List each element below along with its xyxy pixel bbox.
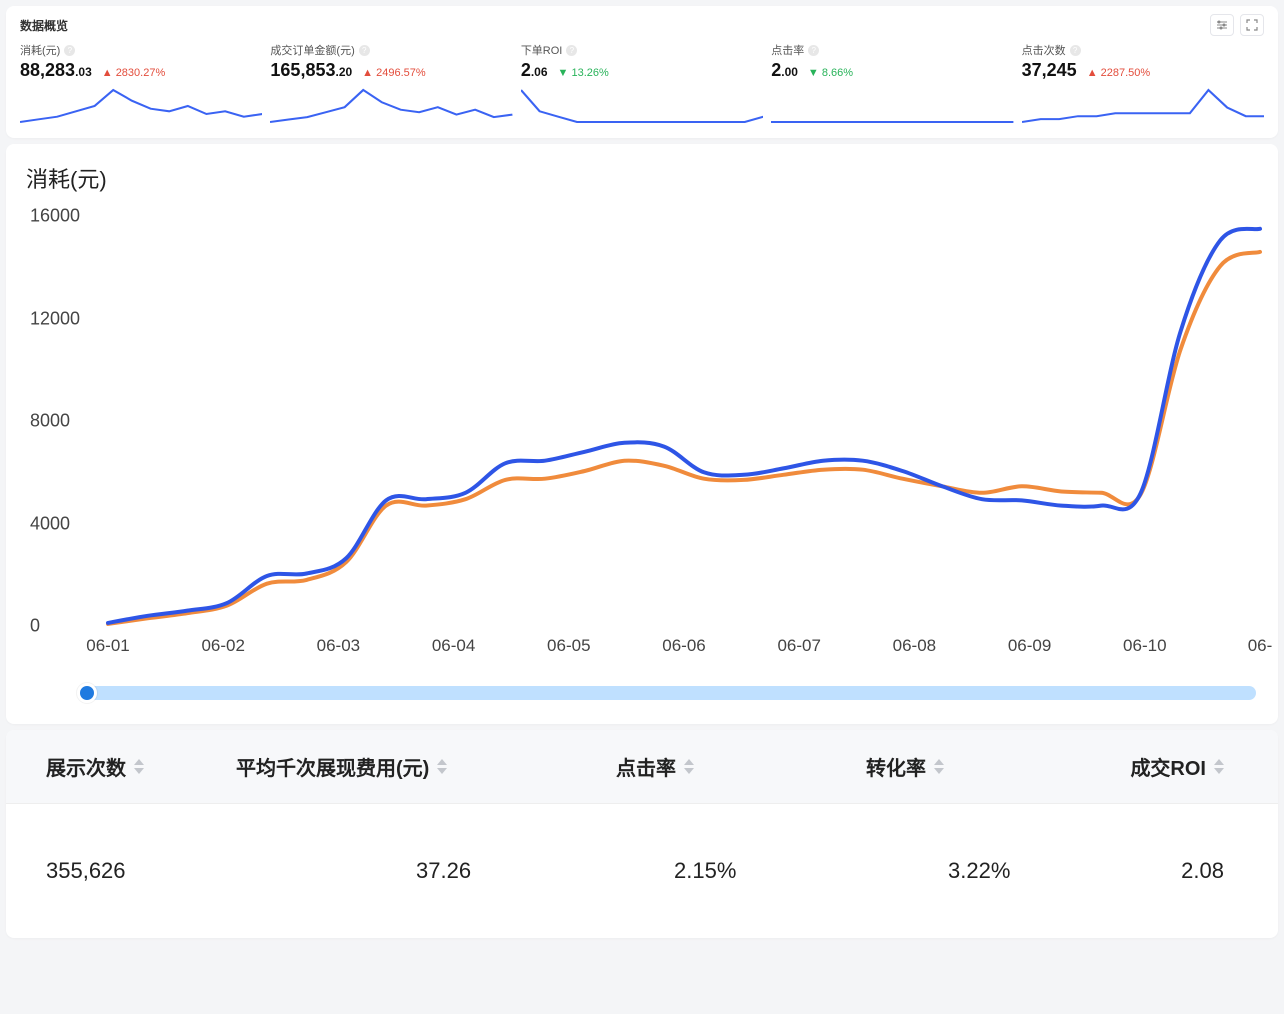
summary-table: 展示次数 平均千次展现费用(元) 点击率 转化率 成交ROI 355,626 3… (6, 730, 1278, 938)
sparkline (521, 87, 763, 125)
table-header: 展示次数 平均千次展现费用(元) 点击率 转化率 成交ROI (6, 730, 1278, 804)
th-impressions[interactable]: 展示次数 (26, 752, 236, 781)
metric-value: 2.06 (521, 60, 548, 81)
th-ctr[interactable]: 点击率 (616, 752, 866, 781)
metric-tile[interactable]: 点击率? 2.00 ▼ 8.66% (771, 42, 1013, 128)
metric-tile[interactable]: 点击次数? 37,245 ▲ 2287.50% (1022, 42, 1264, 128)
info-icon[interactable]: ? (1070, 45, 1081, 56)
metric-delta: ▲ 2496.57% (362, 67, 426, 79)
metric-value: 88,283.03 (20, 60, 92, 81)
info-icon[interactable]: ? (64, 45, 75, 56)
th-roi[interactable]: 成交ROI (1116, 752, 1258, 781)
metric-delta: ▲ 2830.27% (102, 67, 166, 79)
th-label: 成交ROI (1130, 752, 1206, 781)
overview-actions (1210, 14, 1264, 36)
th-cpm[interactable]: 平均千次展现费用(元) (236, 752, 616, 781)
th-cvr[interactable]: 转化率 (866, 752, 1116, 781)
metric-label: 成交订单金额(元)? (270, 42, 512, 58)
metric-label: 下单ROI? (521, 42, 763, 58)
metric-delta: ▼ 8.66% (808, 67, 853, 79)
th-label: 平均千次展现费用(元) (236, 752, 429, 781)
sparkline (270, 87, 512, 125)
th-label: 转化率 (866, 752, 926, 781)
metric-tile[interactable]: 消耗(元)? 88,283.03 ▲ 2830.27% (20, 42, 262, 128)
metric-value: 2.00 (771, 60, 798, 81)
overview-card: 数据概览 消耗(元)? 88,283.03 ▲ 2830.27% 成交订单金额(元)?… (6, 6, 1278, 138)
cell-ctr: 2.15% (616, 858, 866, 884)
cell-roi: 2.08 (1116, 858, 1258, 884)
th-label: 展示次数 (46, 752, 126, 781)
cell-impressions: 355,626 (26, 858, 236, 884)
metric-value: 37,245 (1022, 60, 1077, 81)
metric-label: 点击率? (771, 42, 1013, 58)
metric-value: 165,853.20 (270, 60, 352, 81)
metric-delta: ▲ 2287.50% (1087, 67, 1151, 79)
chart-series-line (108, 229, 1260, 623)
metric-label: 点击次数? (1022, 42, 1264, 58)
sort-icon[interactable] (134, 759, 144, 774)
sparkline (20, 87, 262, 125)
cell-cvr: 3.22% (866, 858, 1116, 884)
settings-icon[interactable] (1210, 14, 1234, 36)
metric-tile[interactable]: 成交订单金额(元)? 165,853.20 ▲ 2496.57% (270, 42, 512, 128)
fullscreen-icon[interactable] (1240, 14, 1264, 36)
sort-icon[interactable] (684, 759, 694, 774)
sort-icon[interactable] (934, 759, 944, 774)
info-icon[interactable]: ? (359, 45, 370, 56)
cell-cpm: 37.26 (236, 858, 616, 884)
info-icon[interactable]: ? (808, 45, 819, 56)
sparkline (1022, 87, 1264, 125)
sparkline (771, 87, 1013, 125)
th-label: 点击率 (616, 752, 676, 781)
chart-svg (16, 200, 1268, 660)
chart-plot-area: 040008000120001600006-0106-0206-0306-040… (16, 200, 1268, 660)
table-row: 355,626 37.26 2.15% 3.22% 2.08 (6, 804, 1278, 938)
metric-tile[interactable]: 下单ROI? 2.06 ▼ 13.26% (521, 42, 763, 128)
slider-handle[interactable] (77, 683, 97, 703)
sort-icon[interactable] (437, 759, 447, 774)
metric-label: 消耗(元)? (20, 42, 262, 58)
metrics-row: 消耗(元)? 88,283.03 ▲ 2830.27% 成交订单金额(元)? 165,8… (20, 42, 1264, 128)
metric-delta: ▼ 13.26% (558, 67, 609, 79)
overview-title: 数据概览 (20, 17, 68, 34)
chart-series-line (108, 252, 1260, 624)
chart-card: 消耗(元) 040008000120001600006-0106-0206-03… (6, 144, 1278, 724)
sort-icon[interactable] (1214, 759, 1224, 774)
info-icon[interactable]: ? (566, 45, 577, 56)
chart-range-slider[interactable] (88, 686, 1256, 700)
chart-title: 消耗(元) (16, 162, 1268, 194)
